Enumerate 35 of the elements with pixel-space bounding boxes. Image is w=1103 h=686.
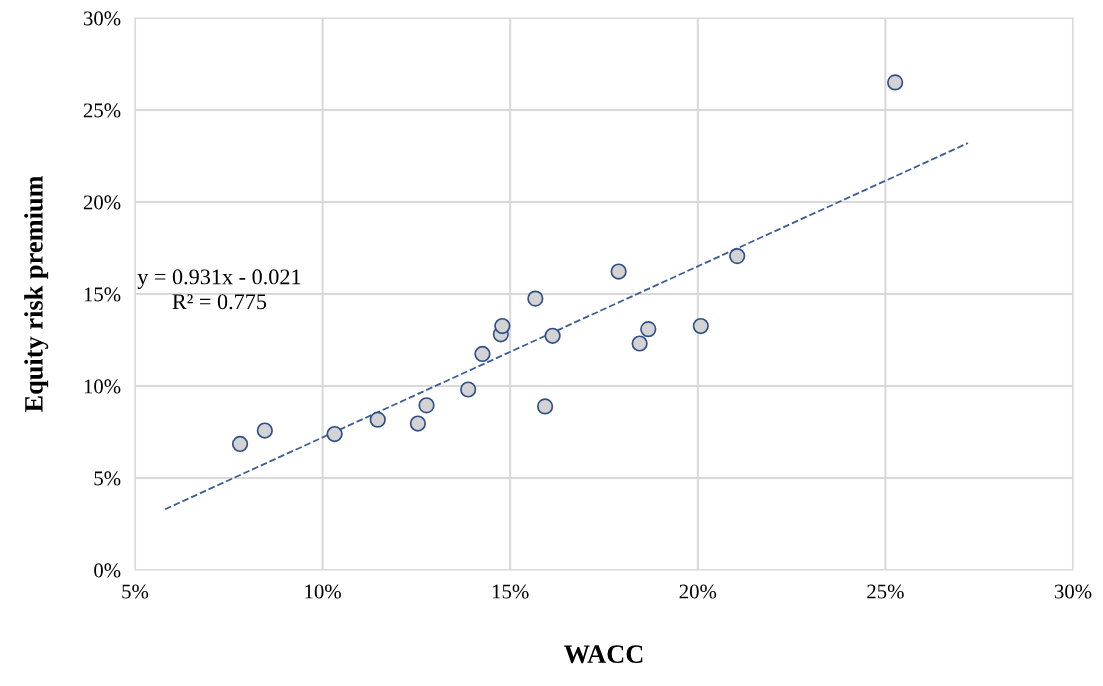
point	[610, 263, 627, 280]
point	[409, 415, 427, 432]
point	[544, 327, 561, 344]
x-tick-label: 15%	[492, 584, 529, 599]
y-tick-label: 15%	[84, 287, 121, 302]
annotation: R² = 0.775	[172, 294, 267, 310]
point	[494, 317, 511, 335]
y-tick-label: 0%	[94, 563, 121, 578]
x-tick-label: 10%	[305, 584, 341, 599]
y-axis-title: Equity risk premium	[24, 175, 49, 413]
point	[527, 290, 544, 307]
point	[631, 335, 648, 352]
point	[729, 247, 746, 265]
x-tick-label: 20%	[679, 584, 717, 599]
point	[474, 345, 491, 363]
annotation: y = 0.931x - 0.021	[137, 269, 301, 289]
y-tick-label: 5%	[94, 471, 121, 486]
x-tick-label: 25%	[867, 584, 904, 599]
point	[418, 397, 435, 414]
y-tick-label: 25%	[83, 103, 121, 118]
x-tick-label: 30%	[1054, 584, 1092, 599]
y-tick-label: 20%	[83, 195, 121, 210]
y-tick-label: 30%	[83, 11, 121, 26]
point	[692, 317, 709, 335]
point	[640, 321, 657, 338]
point	[460, 381, 477, 398]
x-axis-title: WACC	[564, 645, 643, 664]
point	[231, 435, 249, 453]
point	[326, 425, 343, 443]
x-tick-label: 5%	[122, 584, 149, 599]
y-tick-label: 10%	[84, 379, 121, 394]
point	[887, 74, 904, 91]
point	[369, 411, 386, 428]
point	[536, 398, 554, 415]
point	[256, 422, 273, 439]
